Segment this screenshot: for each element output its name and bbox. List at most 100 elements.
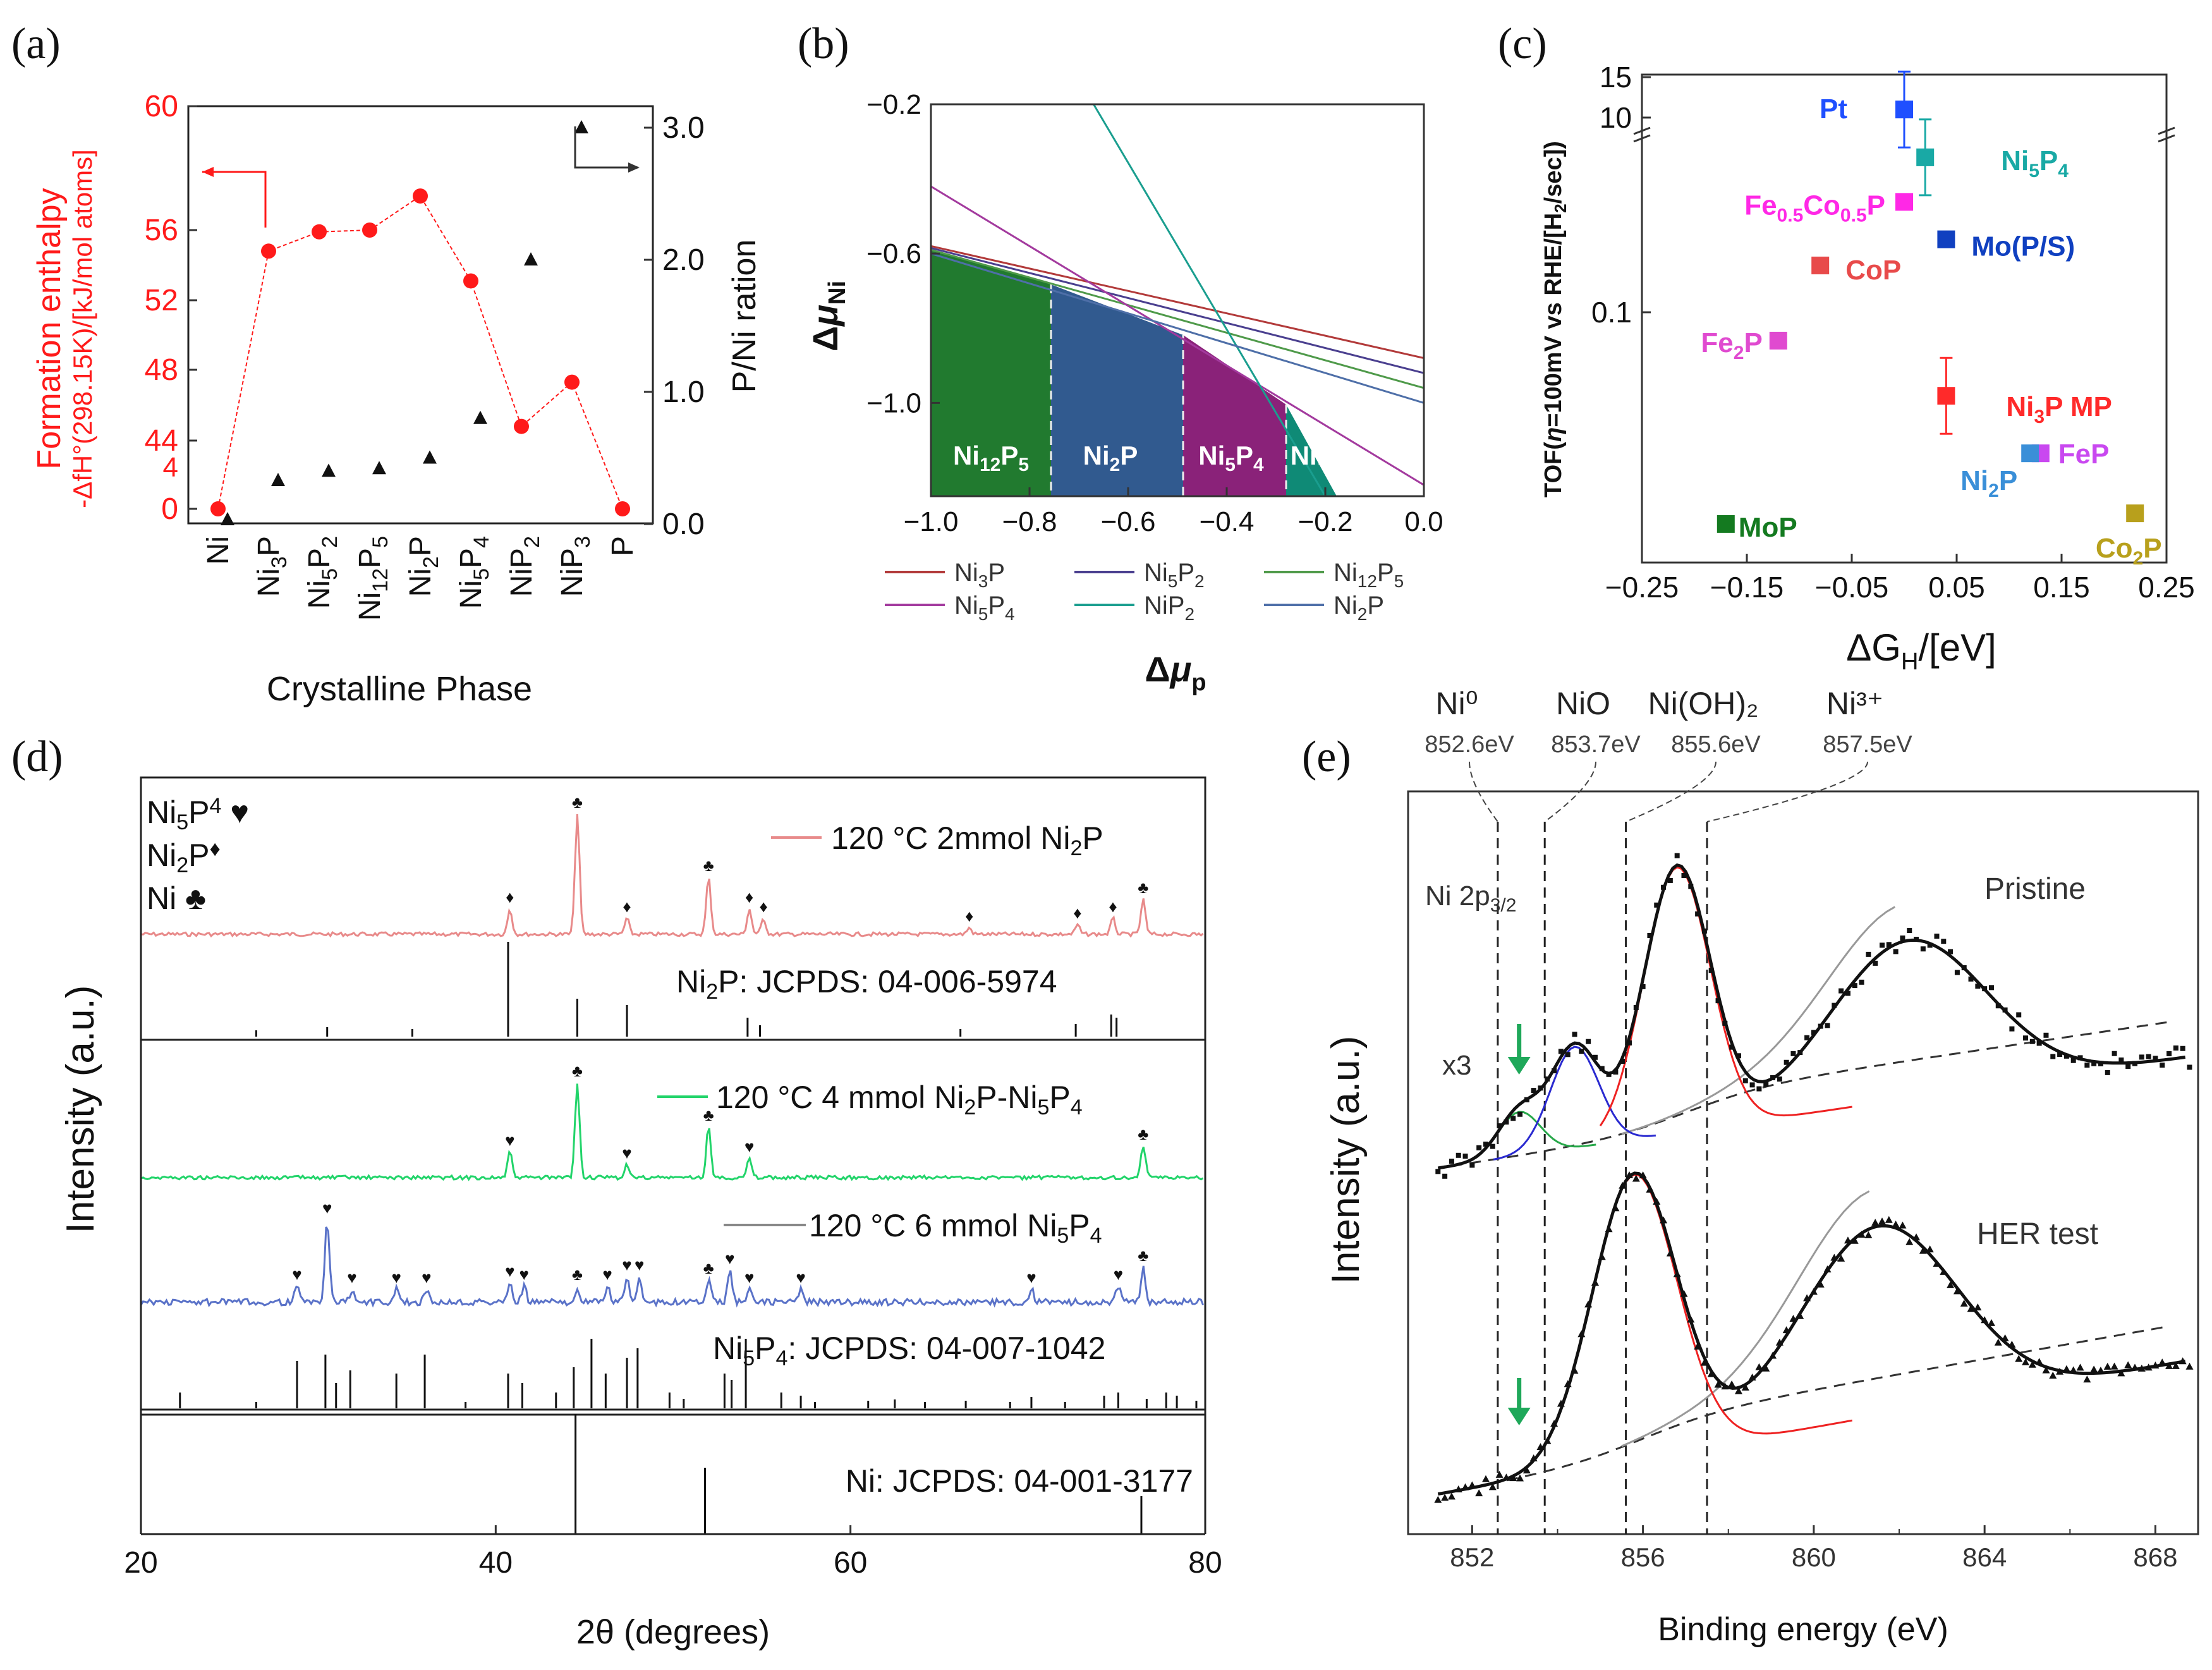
reference-leader [1469, 761, 1498, 822]
stability-line [931, 185, 1424, 486]
peak-marker: ♦ [506, 887, 514, 906]
ratio-point [372, 461, 386, 475]
peak-marker: ♦ [965, 906, 973, 925]
tof-point-label: Ni5P4 [2001, 145, 2069, 181]
pristine-datapoint [1777, 1076, 1782, 1082]
pristine-datapoint [1873, 960, 1878, 966]
tof-point-label: Mo(P/S) [1971, 231, 2075, 262]
pristine-datapoint [2187, 1064, 2192, 1070]
panel-c: (c) −0.25 −0.15 −0.05 0.05 0.15 0.25 15 10 0.1 P… [1498, 20, 2195, 675]
panel-a-ylabel-line2: -ΔfH°(298.15K)/[kJ/mol atoms] [68, 149, 97, 508]
panel-a-frame [187, 105, 654, 525]
reference-peak-energy: 853.7eV [1551, 731, 1641, 758]
pristine-datapoint [2036, 1040, 2042, 1046]
her-datapoint [1475, 1489, 1483, 1497]
panel-b-legend: Ni3P Ni5P2 Ni12P5 Ni5P4 NiP2 Ni2P [885, 559, 1404, 624]
her-datapoint [1434, 1496, 1442, 1503]
panel-b-axes: −1.0 −0.8 −0.6 −0.4 −0.2 0.0 −0.2 −0.6 −1.0 [866, 89, 1443, 537]
category-label: P [606, 536, 640, 556]
pristine-background [1621, 906, 1896, 1135]
panel-d-ylabel: Intensity (a.u.) [59, 985, 102, 1234]
stability-line [931, 247, 1424, 374]
ratio-point [423, 450, 437, 464]
tof-point-label: Pt [1820, 94, 1847, 125]
her-datapoint [2015, 1355, 2023, 1362]
pristine-datapoint [1954, 970, 1960, 975]
pristine-datapoint [1886, 942, 1892, 948]
pristine-datapoint [1804, 1035, 1810, 1040]
pristine-datapoint [1866, 951, 1871, 957]
ratio-point [473, 410, 487, 424]
legend-4mmol: 120 °C 4 mmol Ni2P-Ni5P4 [716, 1080, 1083, 1119]
panel-a-xlabel: Crystalline Phase [267, 670, 532, 708]
ratio-point [271, 473, 285, 487]
her-datapoint [1516, 1474, 1524, 1482]
pristine-datapoint [2166, 1051, 2172, 1056]
peak-marker: ♣ [572, 1061, 583, 1080]
peak-marker: ♦ [759, 897, 767, 916]
her-datapoint [1522, 1466, 1531, 1473]
panel-e-axes: 852 856 860 864 868 [1450, 1525, 2177, 1572]
pristine-datapoint [2112, 1051, 2117, 1056]
tof-point-label: Fe0.5Co0.5P [1744, 190, 1885, 226]
category-label: Ni5P4 [454, 536, 494, 609]
pristine-datapoint [1907, 928, 1912, 934]
pristine-datapoint [1592, 1054, 1598, 1060]
region-label-ni12p5: Ni12P5 [953, 441, 1029, 475]
region-ni2p [1051, 284, 1183, 496]
right-tick-label: 1.0 [662, 375, 705, 409]
her-datapoint [1447, 1492, 1455, 1500]
x-tick-label: −0.4 [1200, 506, 1255, 537]
ref-label-ni5p4: Ni5P4: JCPDS: 04-007-1042 [713, 1331, 1105, 1370]
pristine-datapoint [1975, 984, 1981, 989]
xrd-trace [140, 1226, 1204, 1308]
tof-point [2021, 444, 2039, 463]
peak-marker: ♥ [292, 1265, 301, 1284]
ref-label-ni: Ni: JCPDS: 04-001-3177 [846, 1463, 1193, 1499]
panel-d-label: (d) [11, 733, 63, 781]
stability-line [931, 248, 1424, 389]
panel-a-left-arrow-head [202, 167, 214, 177]
her-datapoint [2117, 1369, 2125, 1377]
y-tick-label: −0.2 [866, 89, 921, 120]
panel-a-left-axis: 0 444 48 52 56 60 [145, 90, 197, 526]
left-tick-label: 44 [145, 424, 178, 458]
panel-d-axes: 20 40 60 80 [124, 777, 1222, 1580]
tof-point-label: FeP [2058, 439, 2110, 470]
peak-marker: ♦ [1109, 897, 1117, 916]
legend-entry: NiP2 [1144, 592, 1194, 624]
panel-d: (d) ♦♣♦♣♦ ♦ ♦ ♦ ♦♣♥♣♥♣♥♣♥♥♥ ♥ ♥ ♥ ♥ ♣ ♥ ♥ ♥ ♣ ♥♥ ♥ ♥ ♥♣ 2… [11, 733, 1222, 1651]
peak-marker: ♣ [1138, 1125, 1148, 1143]
panel-a-right-arrow [574, 126, 638, 169]
category-label: NiP3 [556, 536, 595, 597]
legend-entry: Ni2P [1334, 592, 1384, 624]
region-label-ni2p: Ni2P [1083, 441, 1138, 475]
reference-peak-name: NiO [1556, 686, 1610, 721]
panel-d-reference-sticks [179, 942, 1198, 1534]
ratio-point [574, 120, 588, 133]
left-tick-label: 60 [145, 90, 178, 123]
pristine-component [1493, 1045, 1656, 1161]
pristine-datapoint [1893, 949, 1899, 954]
region-ni12p5 [931, 249, 1051, 496]
tof-point [1717, 515, 1735, 533]
tof-point [1916, 148, 1935, 166]
her-datapoint [2022, 1358, 2030, 1365]
tof-point-label: MoP [1739, 512, 1797, 543]
pristine-datapoint [1627, 1040, 1632, 1045]
legend-entry: Ni3P [954, 559, 1005, 591]
category-label: Ni3P [252, 536, 291, 597]
x-tick-label: 860 [1792, 1542, 1836, 1572]
ratio-point [524, 252, 538, 265]
arrow-icon [1507, 1408, 1531, 1425]
peak-marker: ♥ [520, 1265, 529, 1284]
panel-d-traces: ♦♣♦♣♦ ♦ ♦ ♦ ♦♣♥♣♥♣♥♣♥♥♥ ♥ ♥ ♥ ♥ ♣ ♥ ♥ ♥ ♣ ♥♥ ♥ ♥ ♥♣ [140, 793, 1204, 1308]
reference-peak-energy: 855.6eV [1671, 731, 1761, 758]
panel-b: (b) −1.0 −0.8 −0.6 −0.4 −0.2 0.0 −0.2 −0.6−1.0 … [798, 20, 1443, 696]
enthalpy-line [217, 195, 623, 509]
her-baseline [1450, 1325, 2168, 1492]
ratio-point [322, 463, 336, 477]
pristine-datapoint [2084, 1063, 2090, 1068]
her-datapoint [1878, 1217, 1886, 1225]
